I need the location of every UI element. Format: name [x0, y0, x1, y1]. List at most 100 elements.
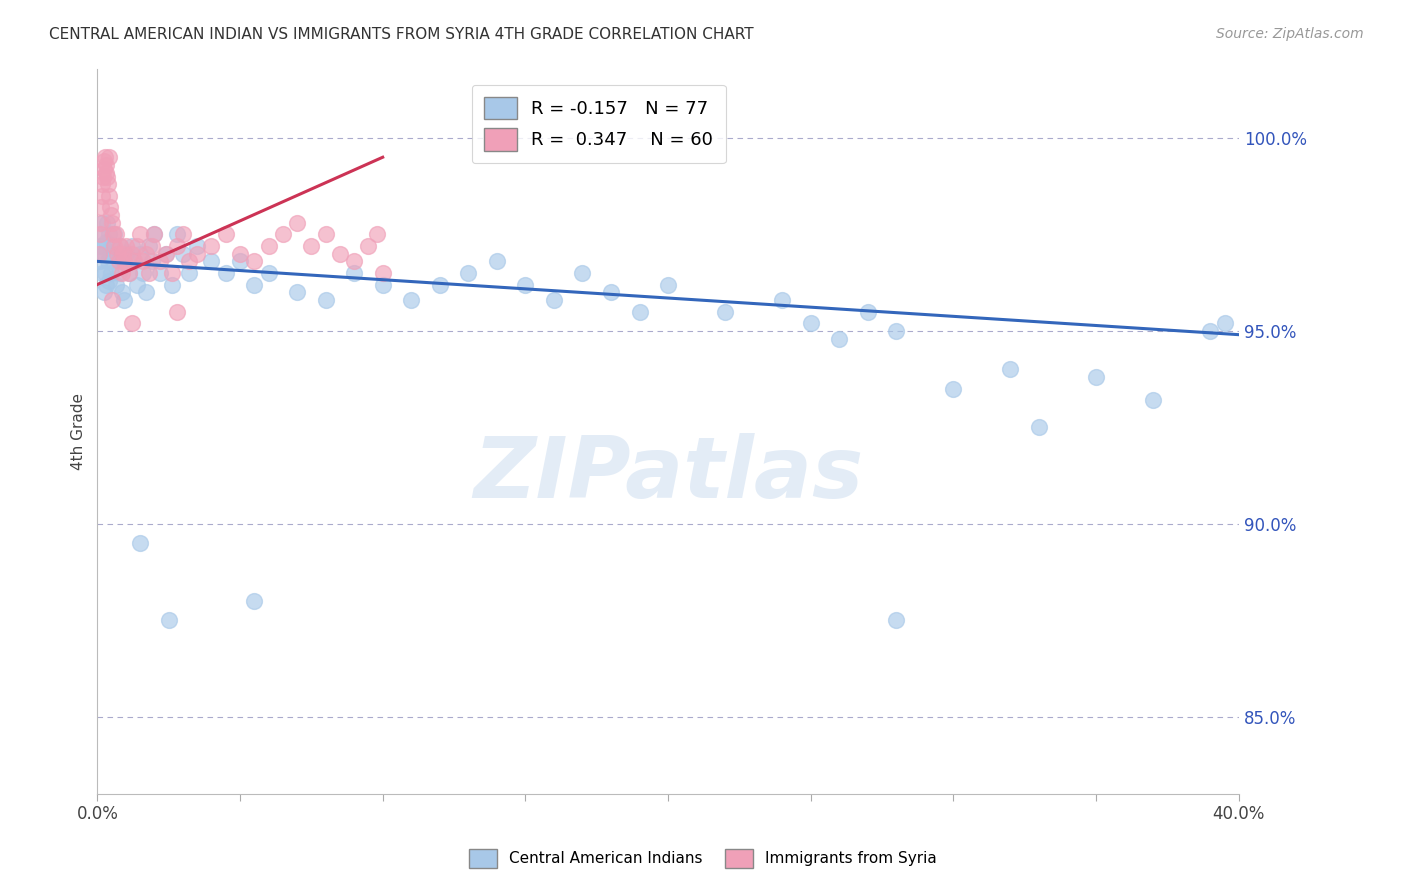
Point: [101, 254, 124, 268]
Legend: R = -0.157   N = 77, R =  0.347    N = 60: R = -0.157 N = 77, R = 0.347 N = 60: [471, 85, 725, 163]
Point: [100, 208, 122, 222]
Point: [215, 266, 238, 280]
Point: [141, 254, 163, 268]
Point: [657, 277, 679, 292]
Point: [285, 285, 308, 300]
Point: [357, 239, 380, 253]
Point: [243, 254, 266, 268]
Point: [257, 266, 280, 280]
Point: [215, 227, 238, 242]
Point: [315, 227, 337, 242]
Point: [942, 382, 965, 396]
Point: [121, 239, 143, 253]
Point: [1028, 420, 1050, 434]
Point: [543, 293, 565, 307]
Point: [366, 227, 388, 242]
Point: [257, 239, 280, 253]
Point: [115, 239, 138, 253]
Point: [110, 266, 132, 280]
Point: [100, 239, 122, 253]
Point: [243, 594, 266, 608]
Point: [271, 227, 294, 242]
Point: [89, 227, 111, 242]
Point: [160, 277, 183, 292]
Point: [343, 254, 366, 268]
Point: [149, 266, 172, 280]
Point: [129, 536, 152, 550]
Point: [98, 246, 121, 260]
Point: [571, 266, 593, 280]
Point: [118, 266, 141, 280]
Point: [138, 239, 160, 253]
Point: [90, 189, 112, 203]
Point: [485, 254, 508, 268]
Point: [89, 216, 111, 230]
Point: [628, 304, 651, 318]
Point: [108, 239, 131, 253]
Point: [105, 246, 128, 260]
Point: [157, 613, 180, 627]
Point: [155, 246, 177, 260]
Point: [143, 227, 166, 242]
Point: [103, 227, 125, 242]
Point: [166, 304, 188, 318]
Point: [177, 254, 200, 268]
Point: [112, 254, 135, 268]
Point: [114, 254, 136, 268]
Point: [97, 178, 120, 192]
Point: [135, 246, 157, 260]
Point: [124, 254, 146, 268]
Point: [89, 239, 111, 253]
Point: [94, 266, 117, 280]
Point: [1142, 393, 1164, 408]
Point: [96, 277, 118, 292]
Point: [91, 216, 114, 230]
Point: [186, 246, 208, 260]
Point: [127, 239, 149, 253]
Point: [105, 246, 128, 260]
Point: [101, 227, 124, 242]
Point: [129, 246, 152, 260]
Point: [121, 246, 143, 260]
Point: [200, 254, 222, 268]
Point: [89, 254, 111, 268]
Point: [100, 216, 122, 230]
Point: [97, 150, 120, 164]
Point: [90, 200, 112, 214]
Point: [149, 254, 172, 268]
Point: [429, 277, 451, 292]
Point: [114, 293, 136, 307]
Point: [515, 277, 537, 292]
Point: [103, 239, 125, 253]
Point: [98, 200, 121, 214]
Point: [98, 189, 121, 203]
Point: [166, 239, 188, 253]
Point: [93, 154, 115, 169]
Point: [96, 216, 118, 230]
Point: [129, 227, 152, 242]
Point: [110, 285, 132, 300]
Point: [343, 266, 366, 280]
Point: [371, 266, 394, 280]
Point: [94, 158, 117, 172]
Point: [132, 266, 155, 280]
Point: [315, 293, 337, 307]
Point: [107, 254, 129, 268]
Point: [97, 227, 120, 242]
Point: [104, 227, 127, 242]
Point: [100, 266, 122, 280]
Point: [91, 178, 114, 192]
Point: [828, 332, 851, 346]
Point: [121, 316, 143, 330]
Point: [104, 277, 127, 292]
Point: [399, 293, 422, 307]
Point: [91, 169, 114, 184]
Point: [108, 239, 131, 253]
Point: [714, 304, 737, 318]
Point: [94, 235, 117, 249]
Point: [87, 246, 110, 260]
Point: [172, 246, 194, 260]
Point: [100, 293, 122, 307]
Point: [94, 150, 117, 164]
Point: [90, 227, 112, 242]
